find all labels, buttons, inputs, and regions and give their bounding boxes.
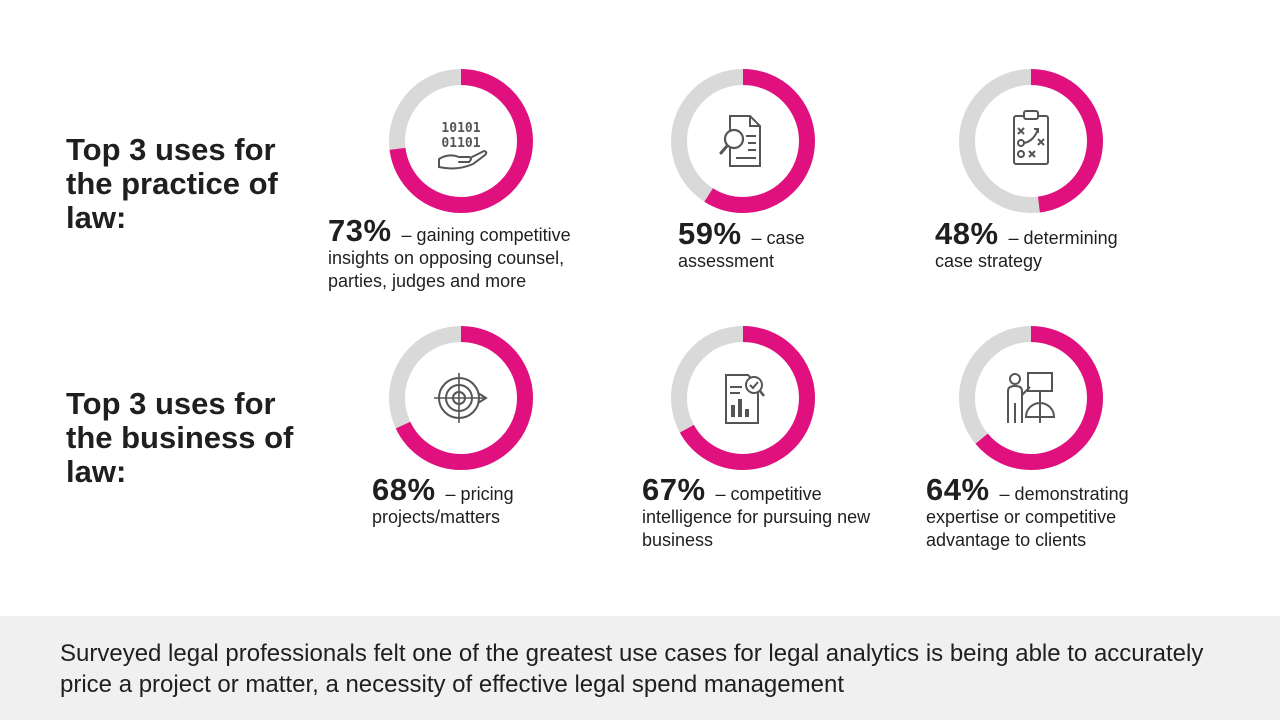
use-case-description: case strategy: [935, 251, 1043, 271]
presenter-board-icon: [1007, 372, 1056, 423]
heading-practice-of-law: Top 3 uses for the practice of law:: [66, 132, 278, 235]
caption-59-percent: 59% – case assessment: [678, 218, 898, 273]
document-magnifier-icon: [719, 115, 761, 167]
heading-business-of-law: Top 3 uses for the business of law:: [66, 386, 294, 489]
caption-68-percent: 68% – pricing projects/matters: [372, 474, 602, 529]
donut-value-arc: [671, 326, 815, 470]
use-case-lead: – competitive: [715, 484, 822, 504]
use-case-description: expertise or competitive advantage to cl…: [926, 507, 1117, 550]
donut-svg: [389, 326, 533, 470]
caption-first-line: 59% – case: [678, 218, 805, 249]
use-case-description: assessment: [678, 251, 775, 271]
donut-73-percent: 10101 01101: [386, 66, 536, 216]
use-case-lead: – case: [751, 228, 805, 248]
strategy-clipboard-icon: [1013, 110, 1049, 165]
binary-hand-icon: 10101 01101: [438, 121, 488, 170]
use-case-lead: – pricing: [445, 484, 514, 504]
percent-value: 59%: [678, 216, 742, 251]
percent-value: 67%: [642, 472, 706, 507]
donut-svg: [671, 326, 815, 470]
donut-svg: [671, 69, 815, 213]
use-case-lead: – gaining competitive: [401, 225, 571, 245]
donut-value-arc: [389, 326, 533, 470]
report-check-icon: [725, 374, 765, 424]
donut-value-arc: [671, 69, 815, 213]
use-case-description: projects/matters: [372, 507, 501, 527]
footer-banner: Surveyed legal professionals felt one of…: [0, 616, 1280, 720]
donut-value-arc: [959, 326, 1103, 470]
use-case-lead: – determining: [1008, 228, 1118, 248]
donut-64-percent: [956, 323, 1106, 473]
donut-svg: [959, 326, 1103, 470]
target-arrow-icon: [434, 373, 488, 423]
percent-value: 48%: [935, 216, 999, 251]
caption-first-line: 68% – pricing: [372, 474, 514, 505]
donut-value-arc: [959, 69, 1103, 213]
caption-73-percent: 73% – gaining competitive insights on oppo…: [328, 215, 603, 293]
donut-48-percent: [956, 66, 1106, 216]
donut-value-arc: [389, 69, 533, 213]
caption-first-line: 48% – determining: [935, 218, 1118, 249]
caption-64-percent: 64% – demonstrating expertise or competiti…: [926, 474, 1176, 552]
donut-68-percent: [386, 323, 536, 473]
use-case-description: insights on opposing counsel, parties, j…: [328, 248, 565, 291]
caption-first-line: 73% – gaining competitive: [328, 215, 571, 246]
donut-59-percent: [668, 66, 818, 216]
caption-67-percent: 67% – competitive intelligence for pursuin…: [642, 474, 882, 552]
use-case-description: intelligence for pursuing new business: [642, 507, 871, 550]
percent-value: 73%: [328, 213, 392, 248]
caption-48-percent: 48% – determining case strategy: [935, 218, 1175, 273]
svg-text:10101: 10101: [441, 121, 480, 136]
donut-67-percent: [668, 323, 818, 473]
donut-center: [715, 370, 771, 426]
footer-text: Surveyed legal professionals felt one of…: [60, 640, 1204, 698]
percent-value: 68%: [372, 472, 436, 507]
percent-value: 64%: [926, 472, 990, 507]
donut-svg: [959, 69, 1103, 213]
svg-text:01101: 01101: [441, 136, 480, 151]
use-case-lead: – demonstrating: [999, 484, 1129, 504]
caption-first-line: 67% – competitive: [642, 474, 822, 505]
donut-svg: 10101 01101: [389, 69, 533, 213]
caption-first-line: 64% – demonstrating: [926, 474, 1129, 505]
